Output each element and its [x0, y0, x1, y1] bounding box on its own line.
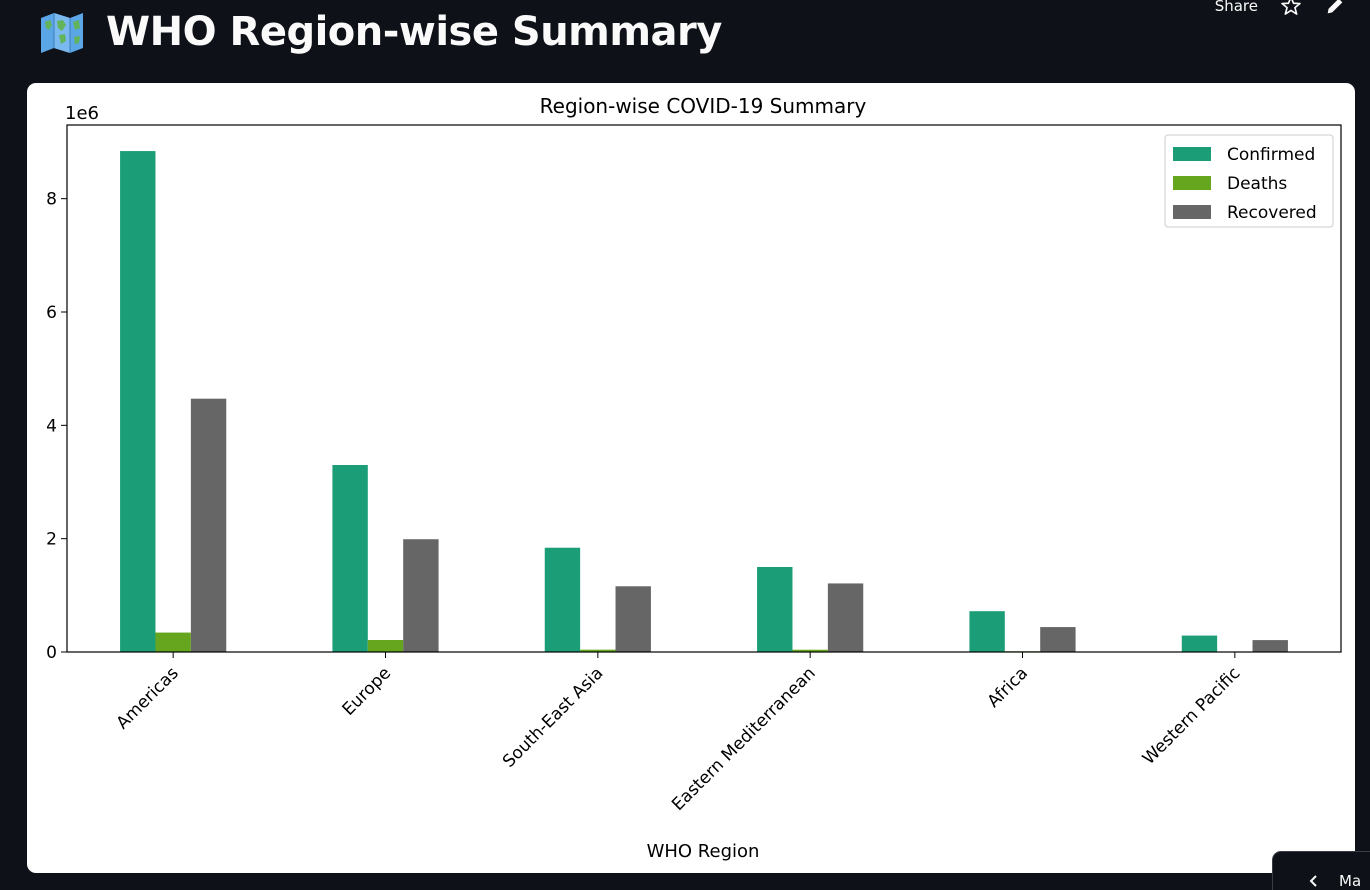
page-header: WHO Region-wise Summary [38, 4, 722, 60]
legend-label-deaths: Deaths [1227, 174, 1287, 194]
legend-swatch-confirmed [1173, 147, 1211, 161]
chart-title: Region-wise COVID-19 Summary [540, 94, 867, 118]
bars-layer [120, 151, 1288, 652]
y-tick-label: 8 [46, 190, 57, 210]
x-tick-label: Eastern Mediterranean [668, 663, 820, 815]
pencil-icon[interactable] [1324, 0, 1346, 17]
star-icon[interactable] [1280, 0, 1302, 17]
bar-recovered-eastern-mediterranean [827, 583, 864, 652]
bar-recovered-americas [190, 398, 227, 652]
world-map-icon [38, 8, 86, 56]
legend-swatch-deaths [1173, 176, 1211, 190]
chevron-left-icon [1309, 875, 1317, 887]
x-axis: Americas Europe South-East Asia Eastern Med… [113, 652, 1244, 815]
bar-confirmed-europe [332, 465, 368, 652]
chart-legend: Confirmed Deaths Recovered [1164, 134, 1334, 228]
bar-confirmed-south-east-asia [544, 547, 581, 652]
bar-deaths-eastern-mediterranean [792, 649, 828, 652]
axes-frame [66, 124, 1342, 653]
app-toolbar: Share [1215, 0, 1370, 18]
bar-confirmed-western-pacific [1181, 635, 1218, 652]
x-tick-label: Africa [984, 663, 1032, 711]
bar-chart: 0 2 4 6 8 Americas Europe South-East Asia Easte… [46, 94, 1342, 862]
bar-recovered-south-east-asia [615, 586, 651, 652]
y-tick-label: 4 [46, 416, 57, 436]
legend-swatch-recovered [1173, 205, 1211, 219]
y-offset-label: 1e6 [65, 103, 99, 124]
x-tick-label: Western Pacific [1139, 663, 1244, 768]
x-tick-label: Americas [113, 663, 183, 733]
legend-label-recovered: Recovered [1227, 203, 1317, 223]
share-button[interactable]: Share [1214, 0, 1258, 15]
bar-deaths-europe [367, 639, 404, 652]
x-tick-label: South-East Asia [499, 663, 607, 771]
bar-deaths-americas [155, 632, 191, 652]
y-tick-label: 6 [46, 303, 57, 323]
bar-recovered-western-pacific [1252, 640, 1288, 652]
legend-label-confirmed: Confirmed [1227, 145, 1315, 165]
chart-card: 0 2 4 6 8 Americas Europe South-East Asia Easte… [27, 83, 1355, 873]
x-axis-label: WHO Region [647, 841, 760, 862]
bar-recovered-africa [1040, 627, 1076, 652]
y-axis: 0 2 4 6 8 [46, 190, 67, 663]
side-panel-label: Ma [1339, 872, 1362, 890]
bar-confirmed-africa [969, 611, 1005, 652]
bar-confirmed-eastern-mediterranean [757, 567, 793, 652]
bar-recovered-europe [403, 539, 439, 652]
x-tick-label: Europe [339, 663, 395, 719]
y-tick-label: 2 [46, 530, 57, 550]
bar-confirmed-americas [120, 151, 156, 652]
bar-deaths-south-east-asia [580, 649, 616, 652]
page-title: WHO Region-wise Summary [106, 9, 722, 55]
collapsed-side-panel[interactable]: Ma [1272, 851, 1370, 890]
y-tick-label: 0 [46, 643, 57, 663]
